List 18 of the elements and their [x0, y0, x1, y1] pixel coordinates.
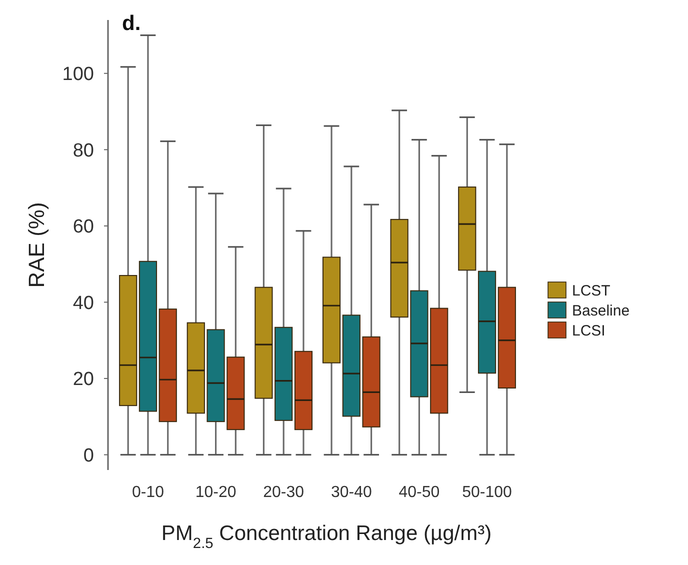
legend-label: LCSI	[572, 322, 606, 340]
chart-title: d.	[122, 12, 141, 35]
x-axis-title: PM$_{2.5}$ Concentration Range (µg/m³)	[161, 522, 492, 552]
y-tick-label: 80	[72, 140, 94, 162]
x-tick-label: 50-100	[462, 484, 512, 501]
legend-label: LCST	[572, 282, 610, 300]
x-tick-label: 30-40	[330, 484, 372, 501]
x-tick-label: 40-50	[398, 484, 440, 501]
x-tick-label: 10-20	[195, 484, 236, 501]
y-tick-label: 20	[72, 369, 94, 390]
legend-label: Baseline	[572, 302, 630, 320]
y-tick-label: 60	[72, 216, 94, 238]
y-tick-label: 40	[72, 292, 94, 314]
y-tick-label: 0	[83, 445, 94, 466]
x-tick-label: 0-10	[132, 484, 164, 501]
y-tick-label: 100	[62, 64, 94, 86]
x-tick-label: 20-30	[263, 484, 304, 501]
y-axis-title: RAE (%)	[24, 202, 49, 288]
